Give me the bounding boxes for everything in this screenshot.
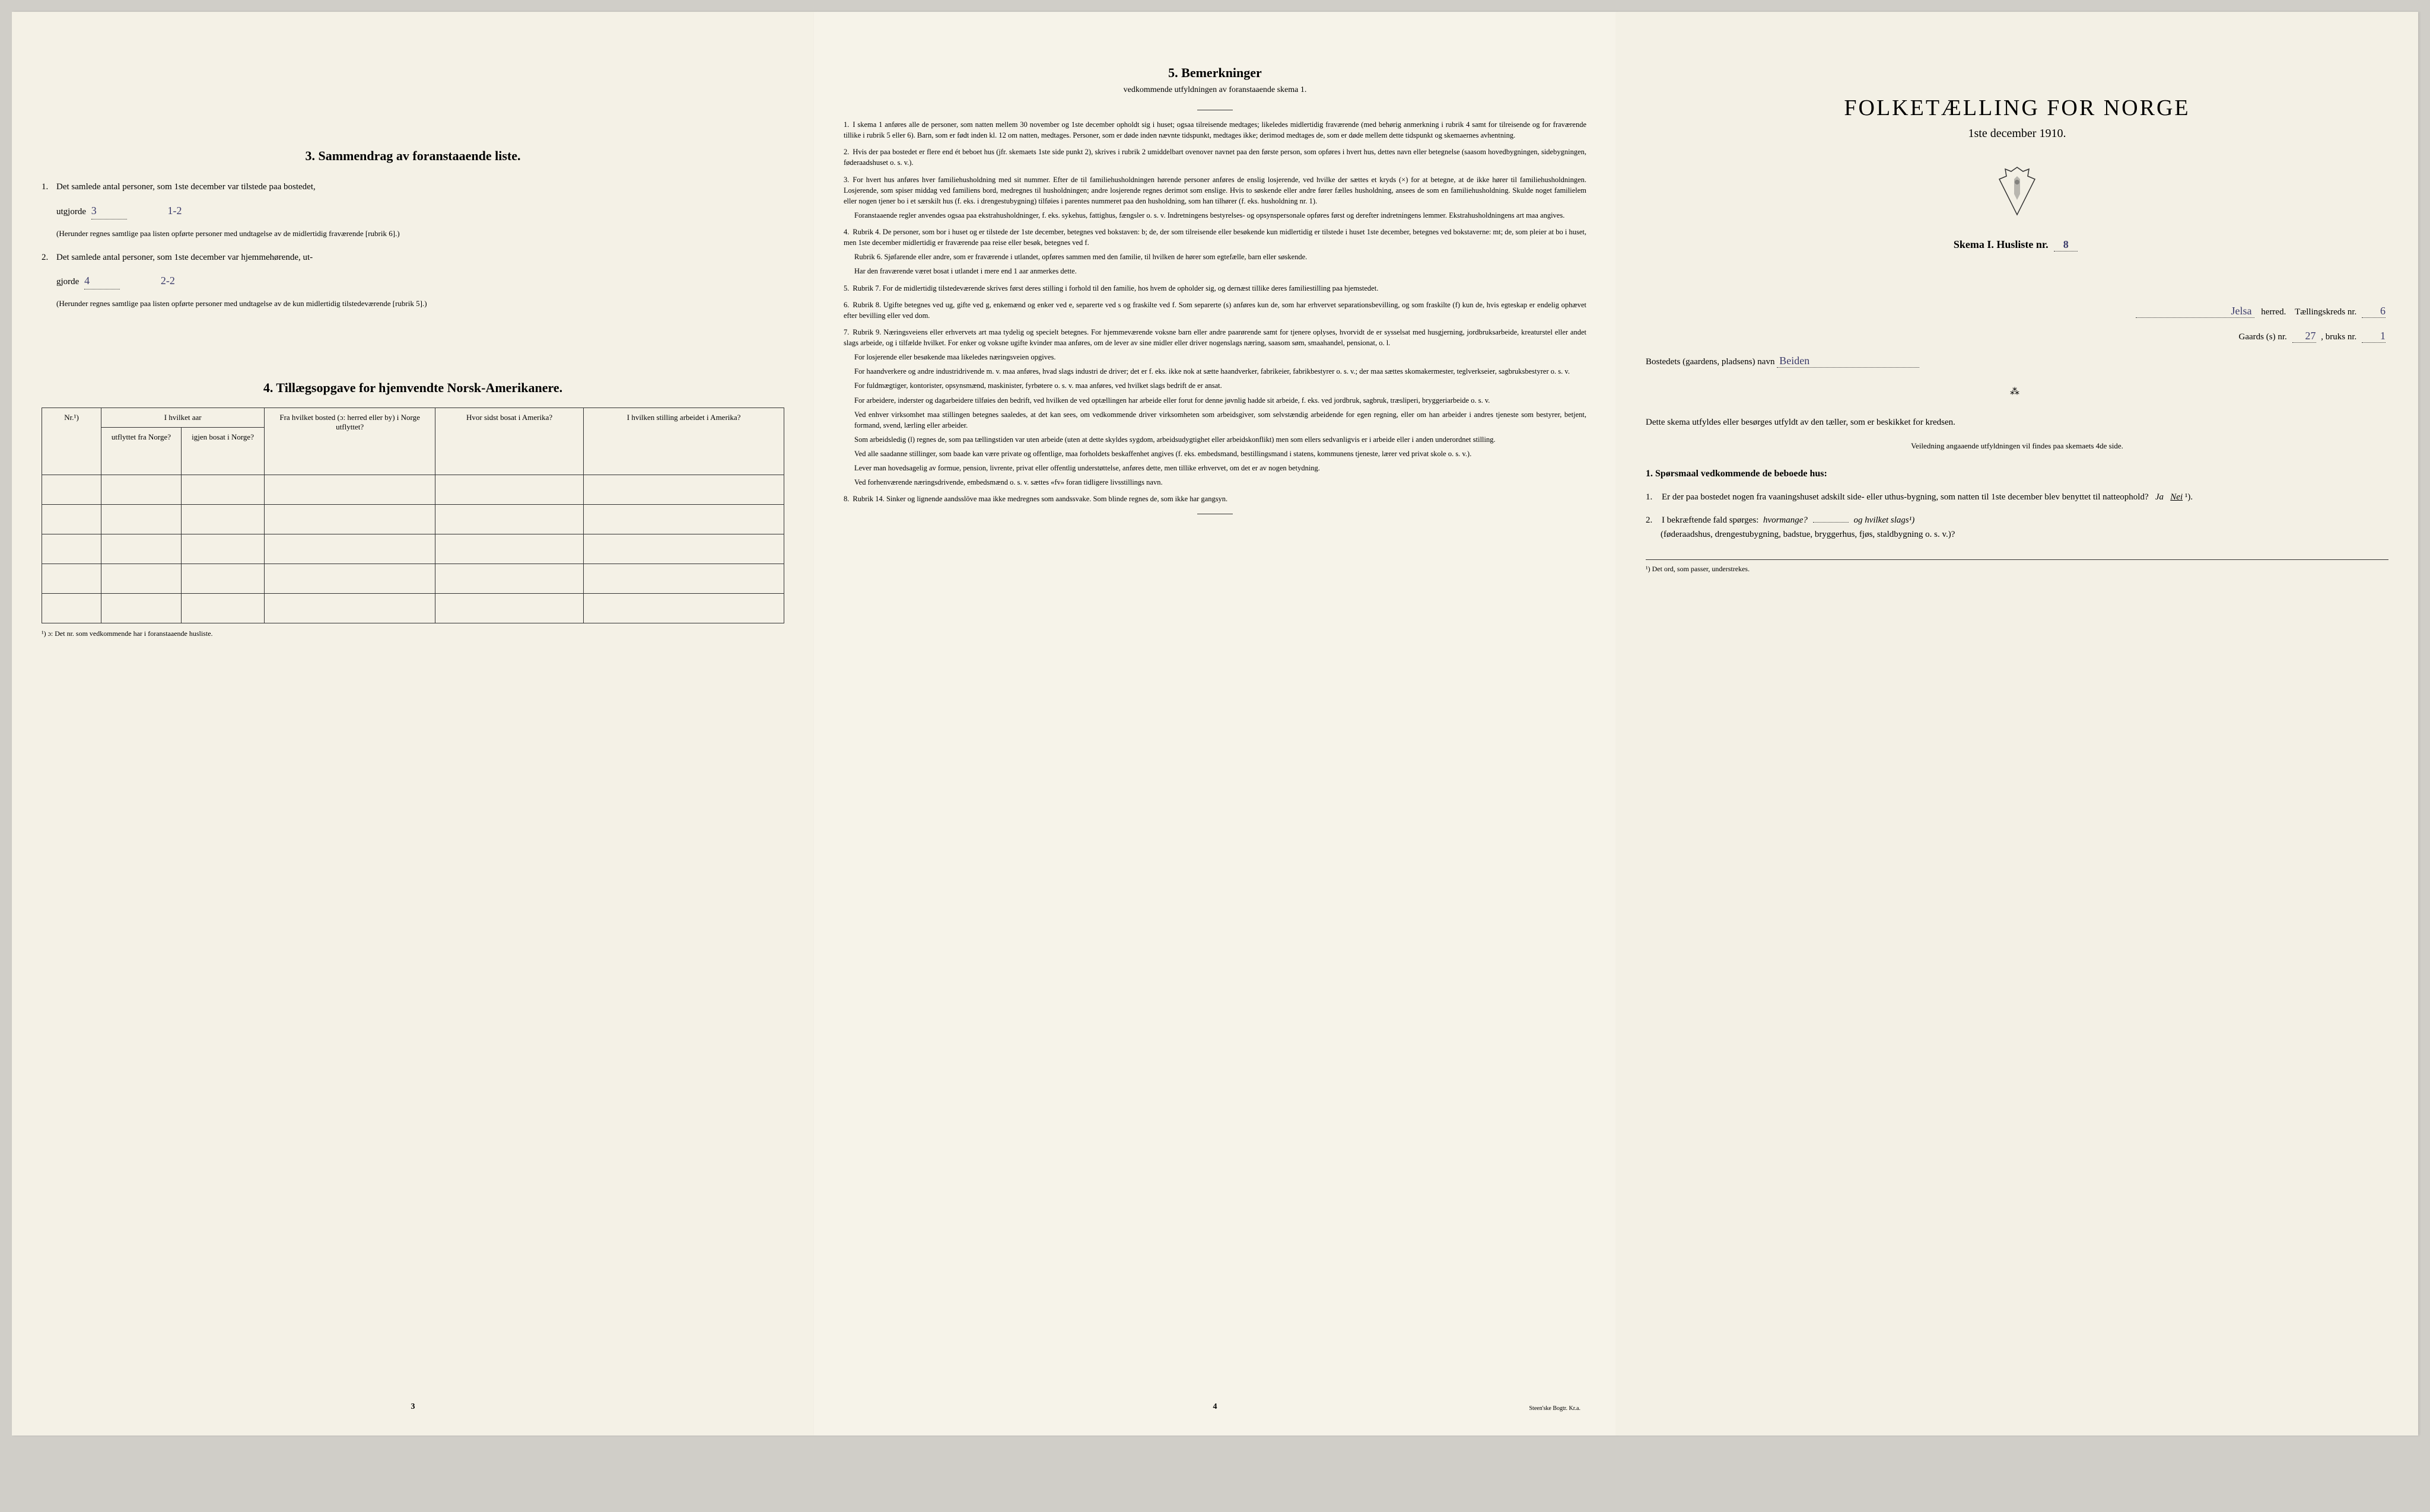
kreds-value: 6 <box>2362 305 2386 317</box>
table-row <box>42 505 784 534</box>
tillaegs-table: Nr.¹) I hvilket aar Fra hvilket bosted (… <box>42 408 784 623</box>
item2: 2. Det samlede antal personer, som 1ste … <box>42 251 784 265</box>
question-heading: 1. Spørsmaal vedkommende de beboede hus: <box>1646 469 2388 479</box>
q1-nei: Nei <box>2170 492 2183 502</box>
item2-extra: 2-2 <box>161 273 185 289</box>
main-title: FOLKETÆLLING FOR NORGE <box>1646 95 2388 121</box>
section4-heading: 4. Tillægsopgave for hjemvendte Norsk-Am… <box>42 380 784 396</box>
section3-heading: 3. Sammendrag av foranstaaende liste. <box>42 148 784 164</box>
remark-4b: Har den fraværende været bosat i utlande… <box>854 266 1586 276</box>
item1-text: Det samlede antal personer, som 1ste dec… <box>56 182 316 192</box>
remark-3: 3.For hvert hus anføres hver familiehush… <box>844 174 1586 221</box>
col1-sub2: igjen bosat i Norge? <box>181 428 264 475</box>
remarks-list: 1.I skema 1 anføres alle de personer, so… <box>844 119 1586 505</box>
section5-sub: vedkommende utfyldningen av foranstaaend… <box>844 85 1586 95</box>
document-container: 3. Sammendrag av foranstaaende liste. 1.… <box>12 12 2418 1435</box>
item1-value: 3 <box>91 203 115 219</box>
herred-label: herred. <box>2261 307 2286 317</box>
remark-7d: For arbeidere, inderster og dagarbeidere… <box>854 395 1586 406</box>
gaard-value: 27 <box>2292 330 2316 342</box>
col3-head: Hvor sidst bosat i Amerika? <box>435 408 584 475</box>
remark-7a: For losjerende eller besøkende maa likel… <box>854 352 1586 362</box>
table-row <box>42 564 784 594</box>
table-row <box>42 594 784 623</box>
bosted-value: Beiden <box>1779 355 1809 367</box>
item1-utgjorde: utgjorde <box>56 207 86 217</box>
item1-line: utgjorde 3 1-2 <box>56 203 784 219</box>
q1-num: 1. <box>1646 492 1652 502</box>
page-number-3: 3 <box>411 1402 415 1412</box>
col2-head: Fra hvilket bosted (ɔ: herred eller by) … <box>265 408 435 475</box>
kreds-label: Tællingskreds nr. <box>2295 307 2356 317</box>
item2-text: Det samlede antal personer, som 1ste dec… <box>56 253 313 262</box>
bruk-value: 1 <box>2362 330 2386 342</box>
remark-3a: Foranstaaende regler anvendes ogsaa paa … <box>854 210 1586 221</box>
remark-1: 1.I skema 1 anføres alle de personer, so… <box>844 119 1586 141</box>
instruction: Dette skema utfyldes eller besørges utfy… <box>1646 415 2388 429</box>
q1-text: Er der paa bostedet nogen fra vaaningshu… <box>1662 492 2149 502</box>
remark-7b: For haandverkere og andre industridriven… <box>854 366 1586 377</box>
remark-7g: Ved alle saadanne stillinger, som baade … <box>854 448 1586 459</box>
gaard-label: Gaards (s) nr. <box>2239 332 2287 342</box>
remark-4: 4.Rubrik 4. De personer, som bor i huset… <box>844 227 1586 277</box>
gaard-line: Gaards (s) nr. 27 , bruks nr. 1 <box>1646 330 2388 343</box>
remark-5: 5.Rubrik 7. For de midlertidig tilstedev… <box>844 283 1586 294</box>
table-footnote: ¹) ɔ: Det nr. som vedkommende har i fora… <box>42 629 784 638</box>
remark-8: 8.Rubrik 14. Sinker og lignende aandsslö… <box>844 494 1586 504</box>
skema-label: Skema I. Husliste nr. <box>1954 238 2049 250</box>
item2-line: gjorde 4 2-2 <box>56 273 784 289</box>
item2-gjorde: gjorde <box>56 277 79 287</box>
q2-text-a: I bekræftende fald spørges: <box>1662 515 1758 525</box>
page-middle: 5. Bemerkninger vedkommende utfyldningen… <box>814 12 1616 1435</box>
remark-7e: Ved enhver virksomhet maa stillingen bet… <box>854 409 1586 431</box>
herred-value: Jelsa <box>2228 305 2252 317</box>
q2-text-c: og hvilket slags¹) <box>1853 515 1914 525</box>
q2-text-b: hvormange? <box>1763 515 1808 525</box>
bosted-line: Bostedets (gaardens, pladsens) navn Beid… <box>1646 355 2388 368</box>
skema-line: Skema I. Husliste nr. 8 <box>1646 238 2388 252</box>
remark-2: 2.Hvis der paa bostedet er flere end ét … <box>844 147 1586 168</box>
q1-ja: Ja <box>2155 492 2164 502</box>
remark-7c: For fuldmægtiger, kontorister, opsynsmæn… <box>854 380 1586 391</box>
table-row <box>42 475 784 505</box>
col1-head: I hvilket aar <box>101 408 265 428</box>
herred-line: Jelsa herred. Tællingskreds nr. 6 <box>1646 305 2388 318</box>
item1-note: (Herunder regnes samtlige paa listen opf… <box>56 228 784 239</box>
question-1: 1. Er der paa bostedet nogen fra vaaning… <box>1661 490 2388 504</box>
sub-instruction: Veiledning angaaende utfyldningen vil fi… <box>1646 441 2388 451</box>
q1-sup: ¹). <box>2185 492 2193 502</box>
page-left: 3. Sammendrag av foranstaaende liste. 1.… <box>12 12 814 1435</box>
item2-value: 4 <box>84 273 108 289</box>
remark-7f: Som arbeidsledig (l) regnes de, som paa … <box>854 434 1586 445</box>
bottom-footnote: ¹) Det ord, som passer, understrekes. <box>1646 559 2388 574</box>
item2-note: (Herunder regnes samtlige paa listen opf… <box>56 298 784 309</box>
skema-value: 8 <box>2054 238 2078 251</box>
sub-title: 1ste december 1910. <box>1646 127 2388 141</box>
question-2: 2. I bekræftende fald spørges: hvormange… <box>1661 513 2388 542</box>
remark-7h: Lever man hovedsagelig av formue, pensio… <box>854 463 1586 473</box>
col1-sub1: utflyttet fra Norge? <box>101 428 182 475</box>
col4-head: I hvilken stilling arbeidet i Amerika? <box>584 408 784 475</box>
q2-text-d: (føderaadshus, drengestubygning, badstue… <box>1661 530 1955 539</box>
remark-7i: Ved forhenværende næringsdrivende, embed… <box>854 477 1586 488</box>
table-row <box>42 534 784 564</box>
col-nr: Nr.¹) <box>42 408 101 475</box>
q2-num: 2. <box>1646 515 1652 525</box>
item2-num: 2. <box>42 253 48 262</box>
item1: 1. Det samlede antal personer, som 1ste … <box>42 180 784 194</box>
remark-4a: Rubrik 6. Sjøfarende eller andre, som er… <box>854 252 1586 262</box>
bosted-label: Bostedets (gaardens, pladsens) navn <box>1646 357 1774 367</box>
item1-extra: 1-2 <box>168 203 192 219</box>
coat-of-arms-icon <box>1646 164 2388 221</box>
page-number-4: 4 <box>1213 1402 1217 1412</box>
printer-mark: Steen'ske Bogtr. Kr.a. <box>1529 1405 1580 1412</box>
section5-heading: 5. Bemerkninger <box>844 65 1586 81</box>
ornament-icon: ⁂ <box>1646 386 2388 397</box>
bruk-label: , bruks nr. <box>2321 332 2356 342</box>
page-right: FOLKETÆLLING FOR NORGE 1ste december 191… <box>1616 12 2418 1435</box>
item1-num: 1. <box>42 182 48 192</box>
remark-7: 7.Rubrik 9. Næringsveiens eller erhverve… <box>844 327 1586 488</box>
remark-6: 6.Rubrik 8. Ugifte betegnes ved ug, gift… <box>844 300 1586 321</box>
